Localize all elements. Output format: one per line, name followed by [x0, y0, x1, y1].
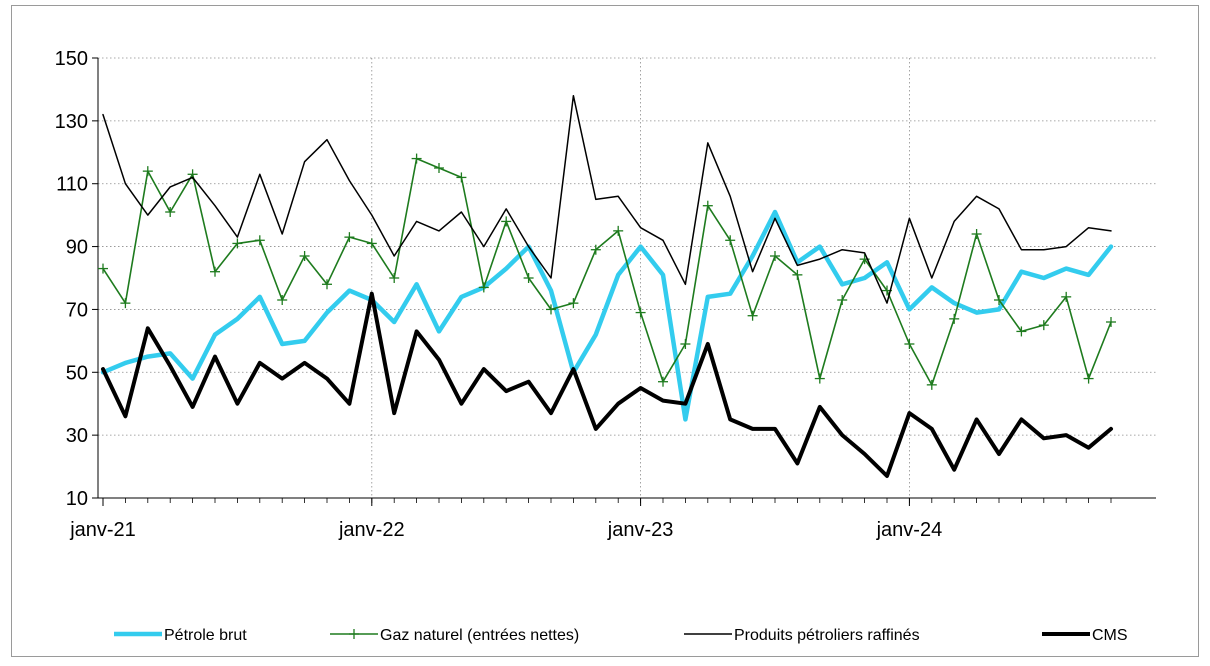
series-marker-plus	[254, 235, 265, 246]
series-marker-plus	[635, 307, 646, 318]
y-tick-label: 10	[66, 488, 88, 510]
series-marker-plus	[1061, 291, 1072, 302]
chart-frame: 10 30 50 70 90 110 130 150 janv-21 janv-22 janv-23…	[11, 5, 1199, 657]
series-marker-plus	[590, 244, 601, 255]
x-tick-label: janv-23	[607, 519, 674, 541]
series-marker-plus	[658, 376, 668, 387]
series-line-3	[101, 291, 1113, 478]
y-tick-label: 30	[66, 425, 88, 447]
series-marker-plus	[120, 298, 131, 309]
legend-label: Pétrole brut	[164, 627, 247, 644]
series-marker-plus	[389, 273, 400, 283]
y-tick-label: 70	[66, 299, 88, 321]
series-marker-plus	[702, 200, 713, 211]
series-marker-plus	[1016, 326, 1027, 337]
series-marker-plus	[814, 373, 825, 384]
legend-label: Produits pétroliers raffinés	[734, 627, 920, 644]
y-tick-label: 90	[66, 237, 88, 259]
series-marker-plus	[411, 153, 422, 164]
series-marker-plus	[478, 282, 489, 293]
series-marker-plus	[523, 273, 534, 283]
series-marker-plus	[165, 207, 176, 217]
series-marker-plus	[232, 238, 243, 249]
legend: Pétrole brut Gaz naturel (entrées nettes)…	[114, 627, 1128, 644]
x-tick-label: janv-24	[876, 519, 943, 541]
series-line-0	[100, 209, 1114, 422]
series-marker-plus	[1083, 373, 1094, 384]
gridlines	[98, 57, 1156, 498]
series-marker-plus	[770, 251, 780, 261]
series-marker-plus	[747, 310, 758, 321]
x-tick-label: janv-21	[69, 519, 136, 541]
series-marker-plus	[366, 238, 377, 249]
series-marker-plus	[568, 298, 579, 309]
series-marker-plus	[434, 163, 444, 173]
series-marker-plus	[971, 229, 982, 239]
series-line-2	[102, 94, 1112, 304]
series-marker-plus	[949, 313, 960, 324]
y-tick-label: 50	[66, 362, 88, 384]
series-marker-plus	[546, 304, 556, 315]
y-tick-label: 150	[55, 48, 88, 70]
series-marker-plus	[1106, 317, 1116, 327]
series-marker-plus	[142, 166, 153, 177]
axes: 10 30 50 70 90 110 130 150 janv-21 janv-22 janv-23…	[55, 48, 1156, 541]
series-line-1	[102, 157, 1112, 386]
legend-item-0: Pétrole brut	[114, 627, 247, 644]
legend-label: CMS	[1092, 627, 1128, 644]
series-marker-plus	[344, 232, 355, 243]
series-marker-plus	[926, 379, 937, 390]
y-tick-label: 130	[55, 111, 88, 133]
line-chart: 10 30 50 70 90 110 130 150 janv-21 janv-22 janv-23…	[55, 48, 1156, 644]
series-marker-plus	[792, 269, 803, 280]
series-marker-plus	[725, 235, 736, 246]
legend-label: Gaz naturel (entrées nettes)	[380, 627, 579, 644]
series-marker-plus	[1038, 320, 1049, 331]
series-marker-plus	[994, 295, 1004, 305]
series-lines	[98, 94, 1116, 478]
x-tick-label: janv-22	[338, 519, 405, 541]
series-marker-plus	[680, 339, 691, 349]
y-tick-label: 110	[56, 174, 88, 196]
series-marker-plus	[837, 295, 848, 305]
series-marker-plus	[613, 225, 624, 236]
series-marker-plus	[210, 266, 220, 277]
legend-item-1: Gaz naturel (entrées nettes)	[330, 627, 579, 644]
series-marker-plus	[456, 172, 467, 183]
legend-item-3: CMS	[1042, 627, 1128, 644]
series-marker-plus	[98, 263, 108, 274]
series-marker-plus	[322, 279, 332, 290]
legend-item-2: Produits pétroliers raffinés	[684, 627, 920, 644]
series-marker-plus	[299, 251, 310, 261]
series-marker-plus	[904, 339, 915, 349]
series-marker-plus	[501, 216, 512, 227]
series-marker-plus	[277, 295, 288, 305]
